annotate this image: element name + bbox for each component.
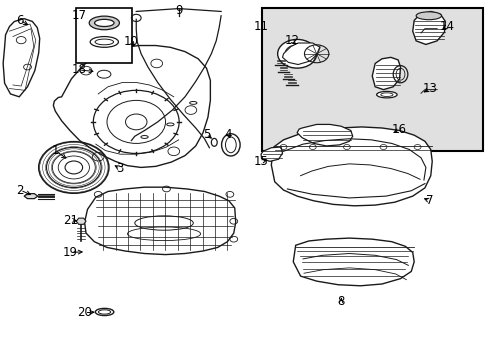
Text: 13: 13 bbox=[422, 82, 436, 95]
Text: 11: 11 bbox=[254, 20, 268, 33]
Text: 3: 3 bbox=[116, 162, 123, 175]
Polygon shape bbox=[88, 66, 118, 81]
Polygon shape bbox=[76, 218, 86, 224]
Text: 9: 9 bbox=[175, 4, 182, 17]
Polygon shape bbox=[261, 147, 282, 161]
Text: 7: 7 bbox=[425, 194, 433, 207]
Polygon shape bbox=[371, 57, 400, 90]
Text: 8: 8 bbox=[337, 295, 344, 308]
Ellipse shape bbox=[95, 309, 114, 316]
Polygon shape bbox=[293, 238, 413, 286]
Circle shape bbox=[277, 40, 316, 68]
Polygon shape bbox=[297, 125, 352, 146]
Text: 2: 2 bbox=[17, 184, 24, 197]
Text: 5: 5 bbox=[203, 127, 210, 141]
Polygon shape bbox=[282, 43, 320, 64]
Ellipse shape bbox=[94, 19, 114, 27]
Bar bbox=[261, 8, 483, 151]
Text: 12: 12 bbox=[284, 34, 299, 48]
Text: 14: 14 bbox=[438, 20, 453, 33]
Text: 21: 21 bbox=[63, 214, 78, 227]
Text: 10: 10 bbox=[123, 35, 139, 49]
Text: 15: 15 bbox=[253, 155, 268, 168]
Ellipse shape bbox=[415, 12, 441, 20]
Text: 16: 16 bbox=[391, 123, 406, 136]
Polygon shape bbox=[84, 187, 235, 255]
Polygon shape bbox=[3, 19, 40, 97]
Text: 20: 20 bbox=[77, 306, 92, 319]
Text: 19: 19 bbox=[63, 246, 78, 259]
Text: 17: 17 bbox=[71, 9, 86, 22]
Ellipse shape bbox=[89, 16, 119, 30]
Text: 4: 4 bbox=[224, 127, 232, 141]
Bar bbox=[76, 8, 132, 63]
Text: 18: 18 bbox=[71, 63, 86, 76]
Text: 6: 6 bbox=[17, 14, 24, 27]
Text: 1: 1 bbox=[51, 144, 59, 157]
Polygon shape bbox=[24, 194, 38, 199]
Polygon shape bbox=[412, 12, 445, 44]
Polygon shape bbox=[271, 127, 431, 206]
Ellipse shape bbox=[376, 91, 396, 98]
Polygon shape bbox=[53, 45, 210, 167]
